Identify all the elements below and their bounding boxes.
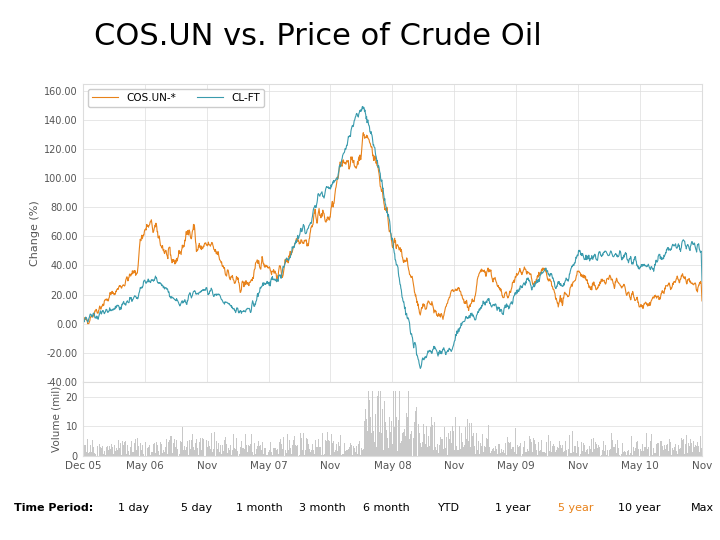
Y-axis label: Change (%): Change (%) [30, 200, 40, 266]
Line: COS.UN-*: COS.UN-* [83, 133, 702, 324]
Text: 1 year: 1 year [495, 503, 530, 512]
CL-FT [78, 319, 87, 326]
COS.UN-* [78, 319, 87, 326]
COS.UN-* [341, 161, 350, 167]
COS.UN-* [84, 321, 92, 327]
Text: 1 day: 1 day [117, 503, 149, 512]
COS.UN-* [432, 308, 441, 314]
CL-FT [416, 365, 425, 372]
COS.UN-* [354, 154, 363, 160]
Text: YTD: YTD [438, 503, 460, 512]
Line: CL-FT: CL-FT [83, 106, 702, 368]
CL-FT [432, 346, 441, 353]
COS.UN-* [152, 221, 161, 227]
CL-FT [358, 103, 366, 110]
Legend: COS.UN-*, CL-FT: COS.UN-*, CL-FT [88, 89, 264, 107]
COS.UN-* [366, 140, 374, 147]
CL-FT [698, 278, 706, 285]
Text: 1 month: 1 month [236, 503, 283, 512]
COS.UN-* [698, 298, 706, 304]
Text: Time Period:: Time Period: [14, 503, 94, 512]
Text: COS.UN vs. Price of Crude Oil: COS.UN vs. Price of Crude Oil [94, 22, 541, 51]
Text: Max: Max [690, 503, 714, 512]
Text: 5 day: 5 day [181, 503, 212, 512]
CL-FT [127, 295, 135, 302]
Text: 10 year: 10 year [618, 503, 660, 512]
Text: 6 month: 6 month [363, 503, 410, 512]
CL-FT [341, 146, 350, 152]
COS.UN-* [359, 130, 368, 136]
CL-FT [152, 275, 161, 281]
Y-axis label: Volume (mil): Volume (mil) [51, 386, 61, 452]
COS.UN-* [127, 271, 135, 278]
CL-FT [366, 129, 374, 135]
Text: 3 month: 3 month [300, 503, 346, 512]
CL-FT [354, 114, 363, 120]
Text: 5 year: 5 year [558, 503, 593, 512]
